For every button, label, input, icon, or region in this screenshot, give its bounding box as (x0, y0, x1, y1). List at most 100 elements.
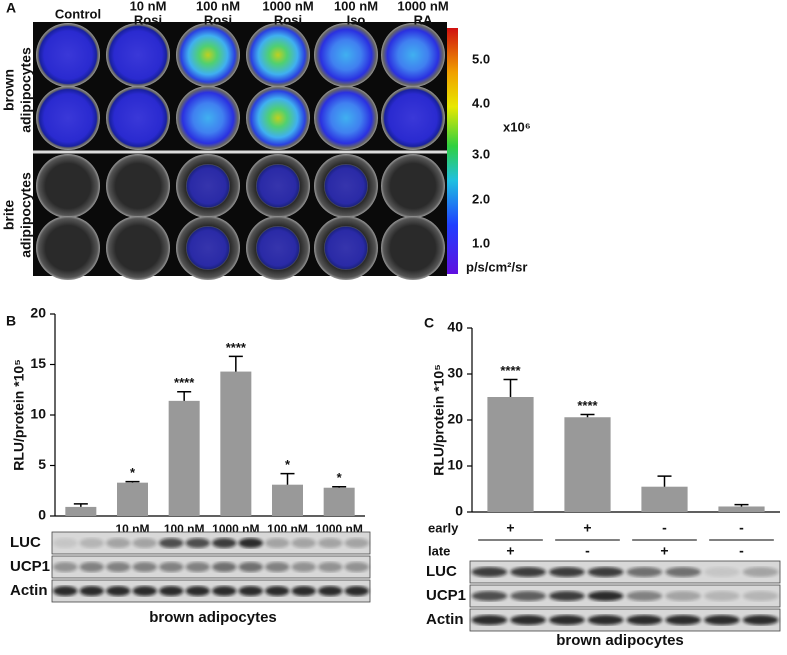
y-tick-label: 5 (38, 456, 46, 472)
y-tick-label: 0 (455, 503, 463, 519)
row-mark: + (583, 520, 591, 536)
blot-band (704, 567, 740, 577)
blot-band (212, 586, 237, 596)
blot-caption: brown adipocytes (149, 609, 277, 626)
blot-band (549, 567, 585, 577)
blot-band (132, 586, 157, 596)
blot-band (742, 567, 779, 577)
well-signal (38, 88, 98, 148)
error-bar (125, 480, 140, 483)
blot-band (106, 586, 131, 596)
bar (272, 484, 303, 516)
y-tick-label: 0 (38, 507, 46, 523)
well-signal (383, 88, 443, 148)
blot-label: Actin (426, 611, 464, 628)
imaging-background (33, 22, 447, 276)
error-bar (580, 413, 595, 418)
well-signal (186, 164, 230, 208)
bar (323, 487, 355, 516)
well-signal (316, 25, 376, 85)
well (381, 154, 445, 218)
error-bar (228, 355, 243, 372)
y-tick-label: 30 (447, 365, 463, 381)
column-label: Iso (347, 12, 366, 27)
panel-label: A (6, 0, 16, 16)
blot-band (212, 538, 237, 548)
blot-band (79, 538, 104, 548)
blot-band (238, 562, 263, 572)
row-mark: + (660, 543, 668, 559)
blot-band (471, 567, 508, 577)
error-bar (734, 503, 749, 507)
row-label: brite (1, 200, 17, 231)
bar (718, 506, 765, 512)
y-tick-label: 20 (447, 411, 463, 427)
error-bar (657, 475, 672, 487)
row-label: adipipocytes (18, 47, 34, 133)
well (36, 216, 100, 280)
column-label: 1000 nM (262, 0, 313, 13)
error-bar (73, 503, 88, 507)
blot-band (665, 567, 701, 577)
y-tick-label: 10 (30, 406, 46, 422)
blot-band (742, 615, 779, 625)
blot-band (549, 591, 585, 601)
blot-band (185, 538, 210, 548)
significance: * (130, 465, 136, 480)
blot-band (344, 538, 369, 548)
blot-band (132, 562, 157, 572)
y-tick-label: 10 (447, 457, 463, 473)
bar (65, 506, 97, 516)
blot-band (53, 538, 78, 548)
blot-band (106, 538, 131, 548)
blot-label: UCP1 (10, 558, 50, 575)
well-signal (256, 226, 300, 270)
significance: **** (174, 375, 195, 390)
bar (487, 397, 534, 512)
blot-band (132, 538, 157, 548)
well-signal (383, 25, 443, 85)
column-label: Rosi (204, 12, 232, 27)
row-mark: + (506, 520, 514, 536)
blot-band (291, 538, 316, 548)
error-bar (280, 472, 295, 485)
blot-band (665, 591, 701, 601)
blot-caption: brown adipocytes (556, 632, 684, 649)
column-label: 100 nM (334, 0, 378, 13)
column-label: Control (55, 6, 101, 21)
bar (564, 417, 611, 512)
blot-band (510, 615, 546, 625)
blot-band (238, 586, 263, 596)
blot-band (742, 591, 779, 601)
colorbar-label: 3.0 (472, 146, 490, 161)
blot-band (265, 562, 290, 572)
well-signal (108, 25, 168, 85)
blot-band (291, 586, 316, 596)
blot-strip (51, 579, 371, 603)
blot-band (587, 615, 624, 625)
well-signal (248, 25, 308, 85)
colorbar-label: 4.0 (472, 95, 490, 110)
significance: **** (500, 363, 521, 378)
blot-label: Actin (10, 582, 48, 599)
well (106, 216, 170, 280)
blot-band (587, 591, 624, 601)
blot-band (626, 615, 663, 625)
blot-strip (51, 555, 371, 579)
error-bar (332, 485, 347, 488)
blot-band (265, 538, 290, 548)
well-signal (178, 25, 238, 85)
blot-band (510, 591, 546, 601)
blot-label: UCP1 (426, 587, 466, 604)
column-label: 10 nM (130, 0, 167, 13)
blot-band (53, 586, 78, 596)
bar (117, 482, 148, 516)
colorbar-label: 5.0 (472, 51, 490, 66)
row-label: adipipocytes (18, 172, 34, 258)
y-axis-label: RLU/protein *10⁵ (11, 359, 27, 471)
row-name: early (428, 520, 459, 535)
column-label: Rosi (134, 12, 162, 27)
blot-band (587, 567, 624, 577)
colorbar-multiplier: x10⁶ (503, 119, 531, 134)
blot-band (291, 562, 316, 572)
